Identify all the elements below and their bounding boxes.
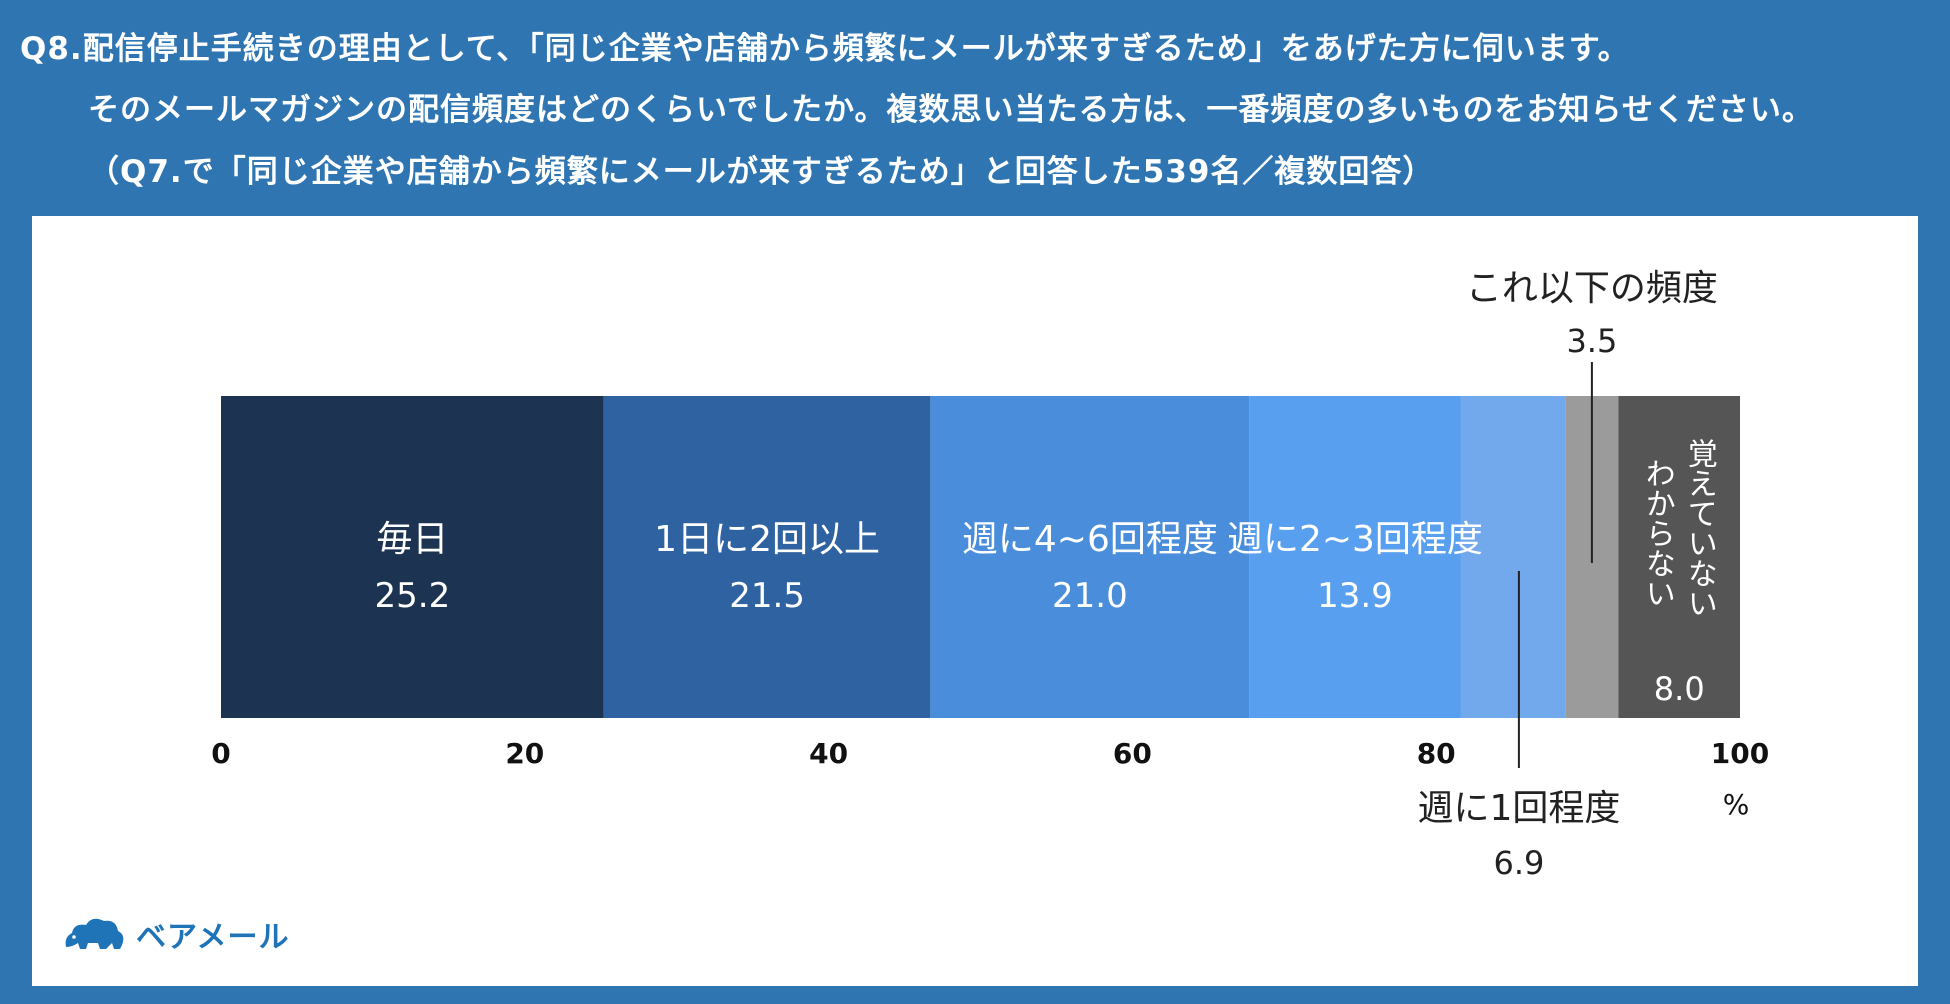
bar-segment-4 bbox=[1249, 396, 1461, 718]
brand-logo-text: ベアメール bbox=[136, 920, 290, 955]
segment-value-7: 8.0 bbox=[1654, 670, 1705, 708]
bar-segment-2 bbox=[603, 396, 931, 718]
segment-value-5: 6.9 bbox=[1493, 844, 1544, 882]
question-line-1: Q8.配信停止手続きの理由として、「同じ企業や店舗から頻繁にメールが来すぎるため… bbox=[20, 31, 1630, 67]
segment-value-3: 21.0 bbox=[1052, 576, 1128, 616]
x-axis-unit: % bbox=[1723, 788, 1750, 821]
bar-segment-1 bbox=[221, 396, 604, 718]
segment-label-7a: 覚えていない bbox=[1682, 438, 1717, 618]
segment-value-1: 25.2 bbox=[375, 576, 451, 616]
x-tick-label: 100 bbox=[1711, 737, 1769, 770]
segment-label-1: 毎日 bbox=[376, 519, 448, 560]
x-tick-label: 60 bbox=[1113, 737, 1152, 770]
x-tick-label: 40 bbox=[809, 737, 848, 770]
bar-segment-3 bbox=[930, 396, 1250, 718]
bear-cloud-logo-icon bbox=[65, 918, 124, 949]
segment-value-4: 13.9 bbox=[1317, 576, 1393, 616]
segment-label-3: 週に4~6回程度 bbox=[962, 519, 1218, 560]
bar-segment-7 bbox=[1618, 396, 1740, 718]
segment-label-2: 1日に2回以上 bbox=[654, 519, 880, 560]
x-tick-label: 80 bbox=[1417, 737, 1456, 770]
bar-segment-5 bbox=[1460, 396, 1566, 718]
segment-value-6: 3.5 bbox=[1566, 322, 1617, 360]
x-tick-label: 0 bbox=[211, 737, 230, 770]
question-line-2: そのメールマガジンの配信頻度はどのくらいでしたか。複数思い当たる方は、一番頻度の… bbox=[88, 92, 1814, 128]
segment-label-7b: わからない bbox=[1640, 458, 1675, 608]
x-tick-label: 20 bbox=[505, 737, 544, 770]
segment-label-4: 週に2~3回程度 bbox=[1227, 519, 1483, 560]
segment-label-6: これ以下の頻度 bbox=[1466, 268, 1718, 309]
question-header: Q8.配信停止手続きの理由として、「同じ企業や店舗から頻繁にメールが来すぎるため… bbox=[0, 0, 1950, 216]
brand-logo: ベアメール bbox=[60, 912, 290, 956]
segment-value-2: 21.5 bbox=[729, 576, 805, 616]
question-line-3: （Q7.で「同じ企業や店舗から頻繁にメールが来すぎるため」と回答した539名／複… bbox=[88, 154, 1435, 190]
segment-label-5: 週に1回程度 bbox=[1417, 788, 1620, 829]
